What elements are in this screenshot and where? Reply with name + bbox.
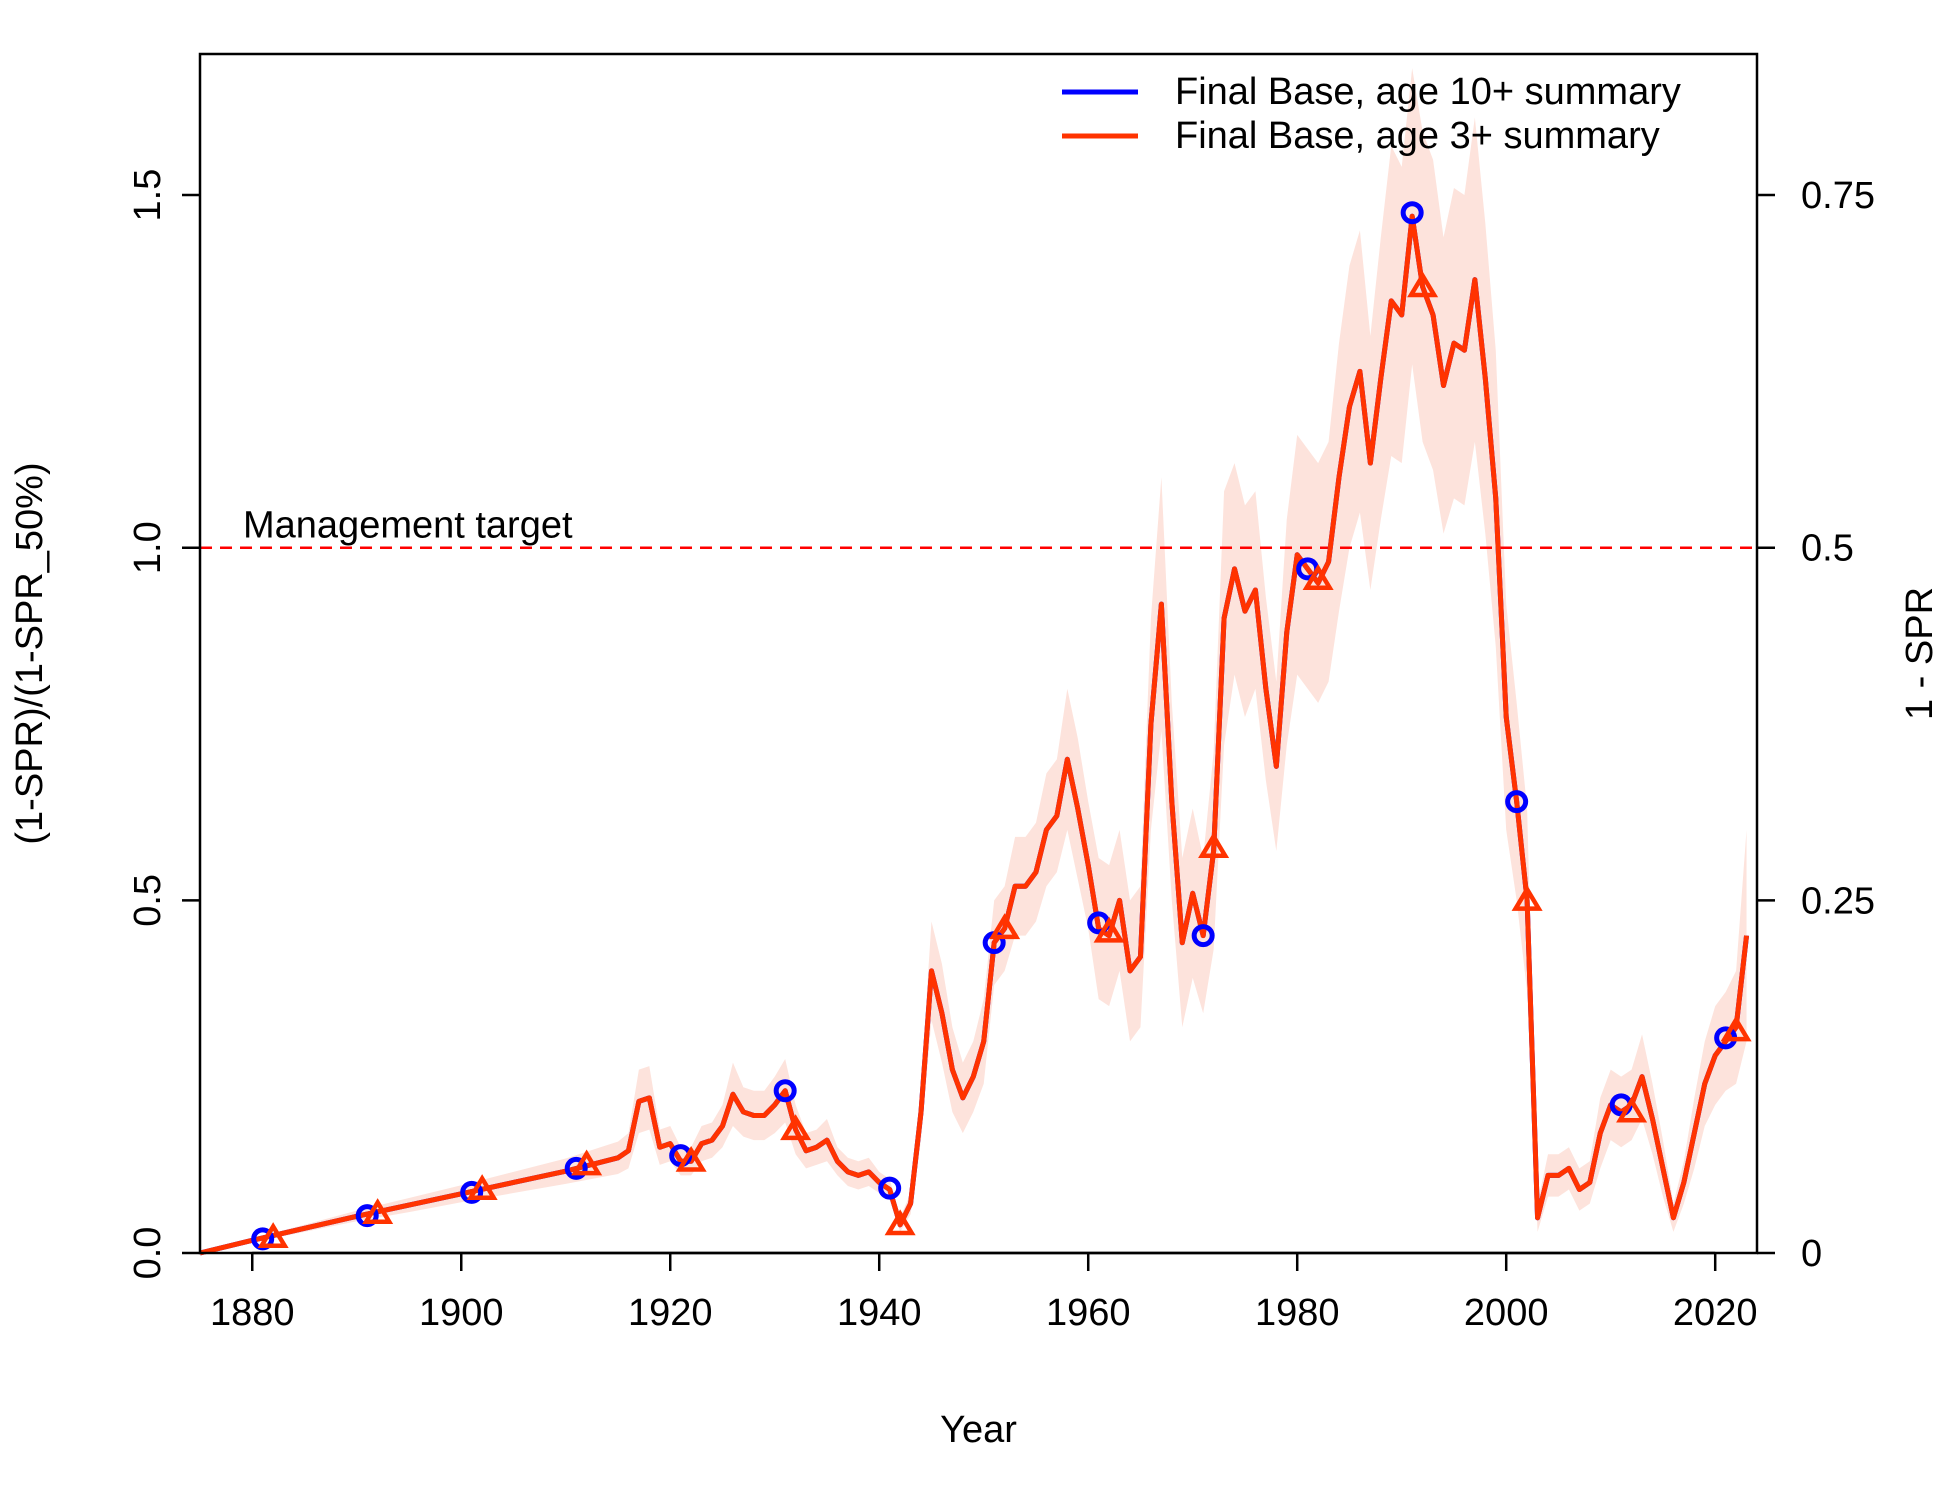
legend-label-age3: Final Base, age 3+ summary <box>1175 115 1660 157</box>
y2-axis-title: 1 - SPR <box>1899 587 1941 720</box>
marker-circle-age10 <box>773 1079 797 1103</box>
marker-triangle-age3 <box>1407 271 1439 298</box>
management-target-label: Management target <box>243 505 573 547</box>
marker-triangle-age3 <box>1302 564 1334 590</box>
x-axis: 1880 1900 1920 1940 1960 1980 2000 2020 <box>210 1251 1758 1334</box>
marker-circle-age10 <box>1191 924 1215 948</box>
y2-tick-label: 0.5 <box>1801 528 1854 570</box>
x-tick-label: 1920 <box>628 1292 713 1334</box>
y-axis-left: 0.0 0.5 1.0 1.5 <box>127 169 200 1280</box>
y-axis-right: 0 0.25 0.5 0.75 <box>1757 175 1875 1275</box>
x-tick-label: 2020 <box>1673 1292 1758 1334</box>
marker-triangle-age3 <box>466 1174 498 1201</box>
x-tick-label: 1880 <box>210 1292 295 1334</box>
series-line-age3 <box>199 213 1750 1256</box>
x-tick-label: 1960 <box>1046 1292 1131 1334</box>
x-axis-title: Year <box>940 1409 1017 1451</box>
legend-label-age10: Final Base, age 10+ summary <box>1175 71 1681 113</box>
legend: Final Base, age 10+ summary Final Base, … <box>1062 71 1681 157</box>
x-tick-label: 2000 <box>1464 1292 1549 1334</box>
marker-circle-age10 <box>1505 790 1529 814</box>
y2-tick-label: 0 <box>1801 1233 1822 1275</box>
marker-triangle-age3 <box>989 913 1021 940</box>
uncertainty-band-layer <box>200 68 1747 1254</box>
x-tick-label: 1940 <box>837 1292 922 1334</box>
marker-triangle-age3 <box>257 1222 289 1248</box>
marker-circle-age10 <box>460 1180 484 1204</box>
marker-triangle-age3 <box>362 1198 394 1225</box>
y-tick-label: 1.5 <box>127 169 169 222</box>
marker-triangle-age3 <box>1511 884 1543 911</box>
y-axis-title: (1-SPR)/(1-SPR_50%) <box>9 462 51 844</box>
marker-layer <box>251 201 1752 1251</box>
y2-tick-label: 0.25 <box>1801 880 1875 922</box>
marker-triangle-age3 <box>1616 1096 1648 1123</box>
marker-circle-age10 <box>355 1204 379 1228</box>
series-line-layer <box>199 213 1750 1256</box>
marker-triangle-age3 <box>780 1114 812 1141</box>
y-tick-label: 0.0 <box>127 1227 169 1280</box>
marker-triangle-age3 <box>1198 832 1230 858</box>
y-tick-label: 0.5 <box>127 874 169 927</box>
marker-triangle-age3 <box>1093 916 1125 943</box>
marker-triangle-age3 <box>571 1149 603 1176</box>
uncertainty-band <box>200 68 1747 1254</box>
y-tick-label: 1.0 <box>127 521 169 574</box>
marker-circle-age10 <box>564 1156 588 1180</box>
x-tick-label: 1900 <box>419 1292 504 1334</box>
marker-triangle-age3 <box>884 1209 916 1236</box>
marker-circle-age10 <box>1400 201 1424 225</box>
marker-circle-age10 <box>878 1176 902 1200</box>
marker-triangle-age3 <box>1720 1015 1752 1042</box>
marker-triangle-age3 <box>675 1145 707 1172</box>
y2-tick-label: 0.75 <box>1801 175 1875 217</box>
x-tick-label: 1980 <box>1255 1292 1340 1334</box>
